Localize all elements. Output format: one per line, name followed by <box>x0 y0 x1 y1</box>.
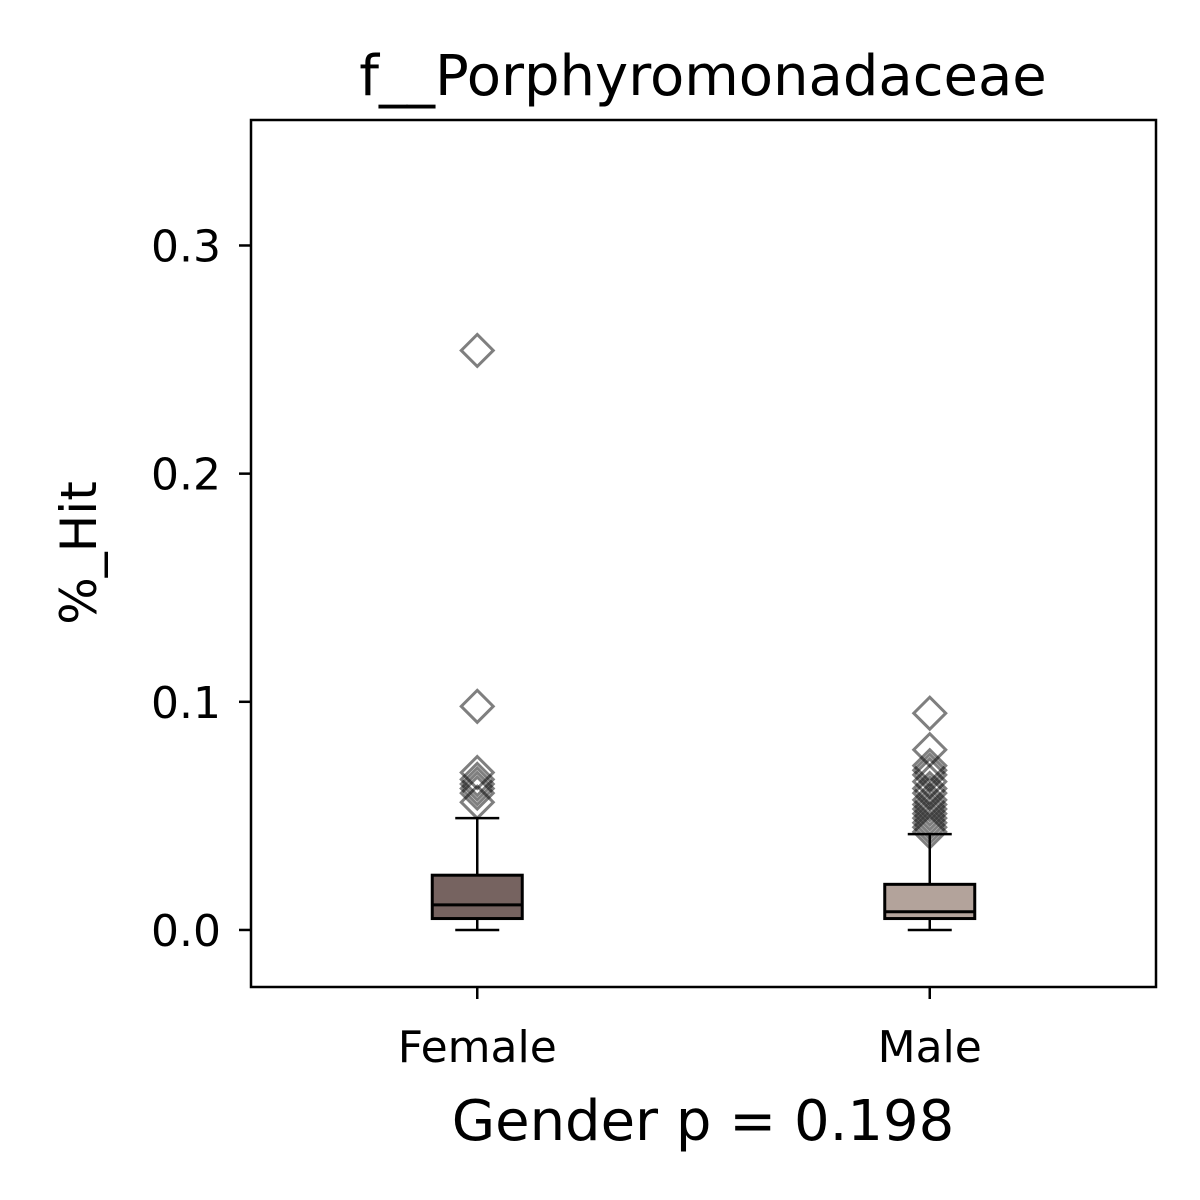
x-tick-label: Male <box>878 1022 982 1073</box>
x-tick-label: Female <box>398 1022 557 1073</box>
outlier-point <box>911 731 948 768</box>
y-tick-label: 0.0 <box>151 906 221 957</box>
outlier-point <box>459 332 496 369</box>
outlier-point <box>459 688 496 725</box>
chart-title: f__Porphyromonadaceae <box>359 44 1047 109</box>
y-tick-label: 0.2 <box>151 450 221 501</box>
outlier-point <box>911 695 948 732</box>
box-group-male <box>883 695 977 932</box>
iqr-box <box>883 882 977 921</box>
outlier-point <box>459 754 496 791</box>
outlier-point <box>459 761 496 798</box>
outlier-point <box>911 770 948 807</box>
x-axis-label: Gender p = 0.198 <box>452 1089 955 1154</box>
y-axis-label: %_Hit <box>50 481 108 625</box>
axes: 0.0 0.1 0.2 0.3 Female Male <box>151 221 982 1073</box>
box-group-female <box>430 332 524 932</box>
plot-area <box>430 332 977 932</box>
y-tick-label: 0.1 <box>151 678 221 729</box>
y-tick-label: 0.3 <box>151 221 221 272</box>
outlier-point <box>911 747 948 784</box>
iqr-box <box>430 873 524 921</box>
plot-frame <box>249 118 1158 989</box>
outlier-point <box>911 752 948 789</box>
